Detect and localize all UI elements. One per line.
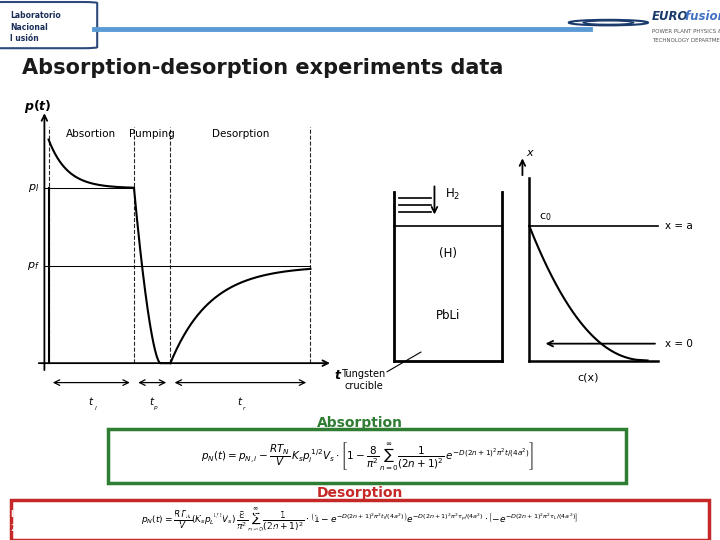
Text: H$_2$: H$_2$ xyxy=(445,187,460,202)
Text: Pumping: Pumping xyxy=(130,129,175,139)
Text: POWER PLANT PHYSICS &: POWER PLANT PHYSICS & xyxy=(652,29,720,33)
Text: c(x): c(x) xyxy=(577,373,599,382)
Text: Absortion: Absortion xyxy=(66,129,117,139)
Text: x = a: x = a xyxy=(665,221,693,231)
Text: $p_N(t) = \dfrac{RT_N}{V}(K_s p_L^{\,1/2} V_s)\,\dfrac{8}{\pi^2}\sum_{n=0}^{\inf: $p_N(t) = \dfrac{RT_N}{V}(K_s p_L^{\,1/2… xyxy=(141,505,579,534)
Text: TECHNOLOGY DEPARTMENT: TECHNOLOGY DEPARTMENT xyxy=(652,38,720,43)
Text: $t$: $t$ xyxy=(237,395,243,407)
Text: $t$: $t$ xyxy=(88,395,94,407)
Text: fusion: fusion xyxy=(652,10,720,23)
FancyBboxPatch shape xyxy=(11,500,709,540)
Text: Absorption: Absorption xyxy=(317,416,403,429)
Text: $p_f$: $p_f$ xyxy=(27,260,40,272)
Text: 2nd EU-US DCLL Workshop. 14-15 Nov 2014. Los Angeles (CA), USA.: 2nd EU-US DCLL Workshop. 14-15 Nov 2014.… xyxy=(11,524,284,533)
Text: I. Fernández – "Experimental data for tritium transport modeling": I. Fernández – "Experimental data for tr… xyxy=(11,510,332,519)
Text: c$_0$: c$_0$ xyxy=(539,211,552,223)
Text: PbLi: PbLi xyxy=(436,309,460,322)
Text: l usión: l usión xyxy=(10,34,39,43)
Text: 9/25: 9/25 xyxy=(670,512,707,527)
Text: $p_I$: $p_I$ xyxy=(28,182,40,194)
Text: $_l$: $_l$ xyxy=(94,404,97,414)
Text: Desorption: Desorption xyxy=(317,486,403,500)
Text: (H): (H) xyxy=(439,247,457,260)
Circle shape xyxy=(569,20,648,25)
FancyBboxPatch shape xyxy=(0,2,97,48)
Text: Tungsten
crucible: Tungsten crucible xyxy=(341,369,385,391)
Text: Nacional: Nacional xyxy=(10,23,48,32)
Text: Desorption: Desorption xyxy=(212,129,269,139)
Text: $_r$: $_r$ xyxy=(242,404,247,414)
Text: Absorption-desorption experiments data: Absorption-desorption experiments data xyxy=(22,57,503,78)
Text: x: x xyxy=(526,148,533,158)
Text: $\boldsymbol{p(t)}$: $\boldsymbol{p(t)}$ xyxy=(24,98,51,115)
Text: $t$: $t$ xyxy=(149,395,156,407)
FancyBboxPatch shape xyxy=(108,429,626,483)
Text: $_p$: $_p$ xyxy=(153,404,158,414)
Text: $\boldsymbol{t}$: $\boldsymbol{t}$ xyxy=(334,369,343,382)
Circle shape xyxy=(583,21,634,24)
Text: $p_N(t) = p_{N,i} - \dfrac{RT_N}{V}\,K_s p_i^{\,1/2} V_s \cdot \left[1 - \dfrac{: $p_N(t) = p_{N,i} - \dfrac{RT_N}{V}\,K_s… xyxy=(201,440,534,472)
Text: x = 0: x = 0 xyxy=(665,339,693,349)
Text: Laboratorio: Laboratorio xyxy=(10,11,60,20)
Text: EURO: EURO xyxy=(652,10,688,23)
